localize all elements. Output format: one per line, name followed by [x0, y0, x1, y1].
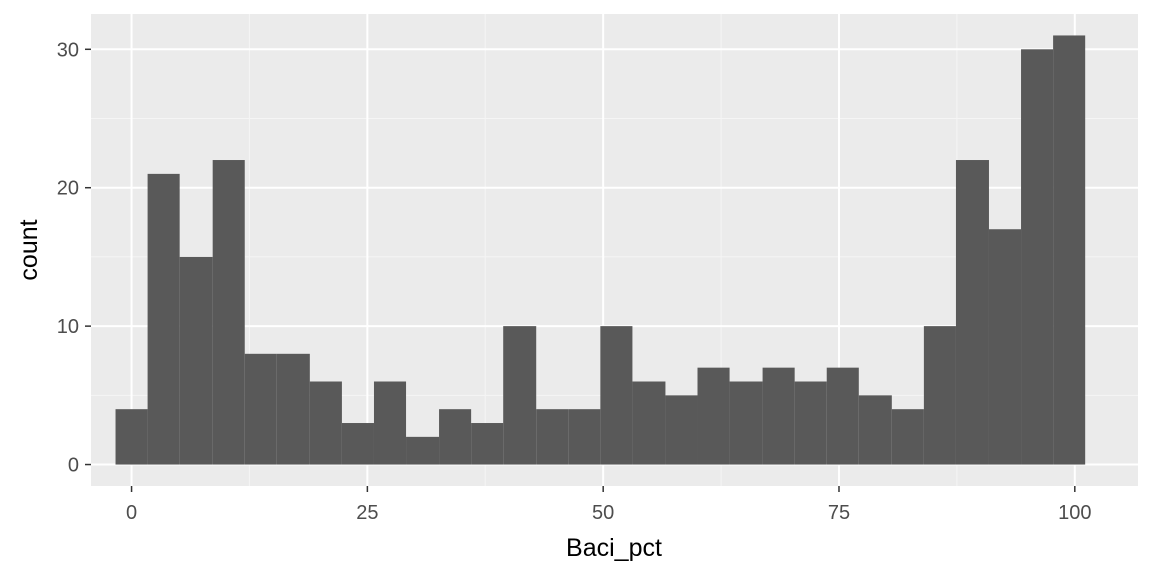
histogram-bar — [923, 326, 956, 465]
histogram-bar — [955, 160, 989, 465]
histogram-bar — [988, 229, 1022, 465]
x-tick-label: 0 — [126, 502, 137, 524]
histogram-bar — [858, 395, 892, 465]
histogram-bar — [1053, 35, 1086, 465]
histogram-bar — [276, 353, 310, 465]
y-tick-label: 0 — [68, 455, 79, 477]
histogram-bar — [309, 381, 342, 465]
histogram-bar — [406, 436, 440, 465]
histogram-bar — [244, 353, 277, 465]
histogram-bar — [891, 409, 924, 465]
histogram-bar — [665, 395, 698, 465]
x-tick-label: 75 — [828, 502, 850, 524]
histogram-bar — [794, 381, 827, 465]
histogram-bar — [697, 367, 730, 465]
x-tick-label: 100 — [1058, 502, 1091, 524]
histogram-bar — [147, 173, 180, 465]
histogram-bar — [341, 423, 374, 465]
x-axis-title: Baci_pct — [566, 534, 662, 562]
x-axis-ticks: 0 25 50 75 100 — [126, 486, 1091, 524]
histogram-bar — [826, 367, 859, 465]
histogram-bar — [568, 409, 601, 465]
histogram-bar — [212, 160, 245, 465]
histogram-bar — [729, 381, 763, 465]
x-tick-label: 25 — [356, 502, 378, 524]
histogram-bar — [373, 381, 407, 465]
histogram-bar — [503, 326, 537, 465]
y-tick-label: 10 — [57, 316, 79, 338]
histogram-bars — [115, 35, 1086, 465]
histogram-bar — [762, 367, 795, 465]
histogram-bar — [115, 409, 148, 465]
histogram-bar — [439, 409, 472, 465]
x-tick-label: 50 — [592, 502, 614, 524]
y-tick-label: 30 — [57, 39, 79, 61]
histogram-bar — [600, 326, 633, 465]
y-axis-ticks: 0 10 20 30 — [57, 39, 91, 477]
histogram-bar — [471, 423, 504, 465]
histogram-bar — [1021, 49, 1054, 465]
histogram-bar — [179, 256, 213, 465]
y-tick-label: 20 — [57, 178, 79, 200]
histogram-bar — [536, 409, 569, 465]
y-axis-title: count — [15, 219, 43, 280]
histogram-bar — [632, 381, 666, 465]
